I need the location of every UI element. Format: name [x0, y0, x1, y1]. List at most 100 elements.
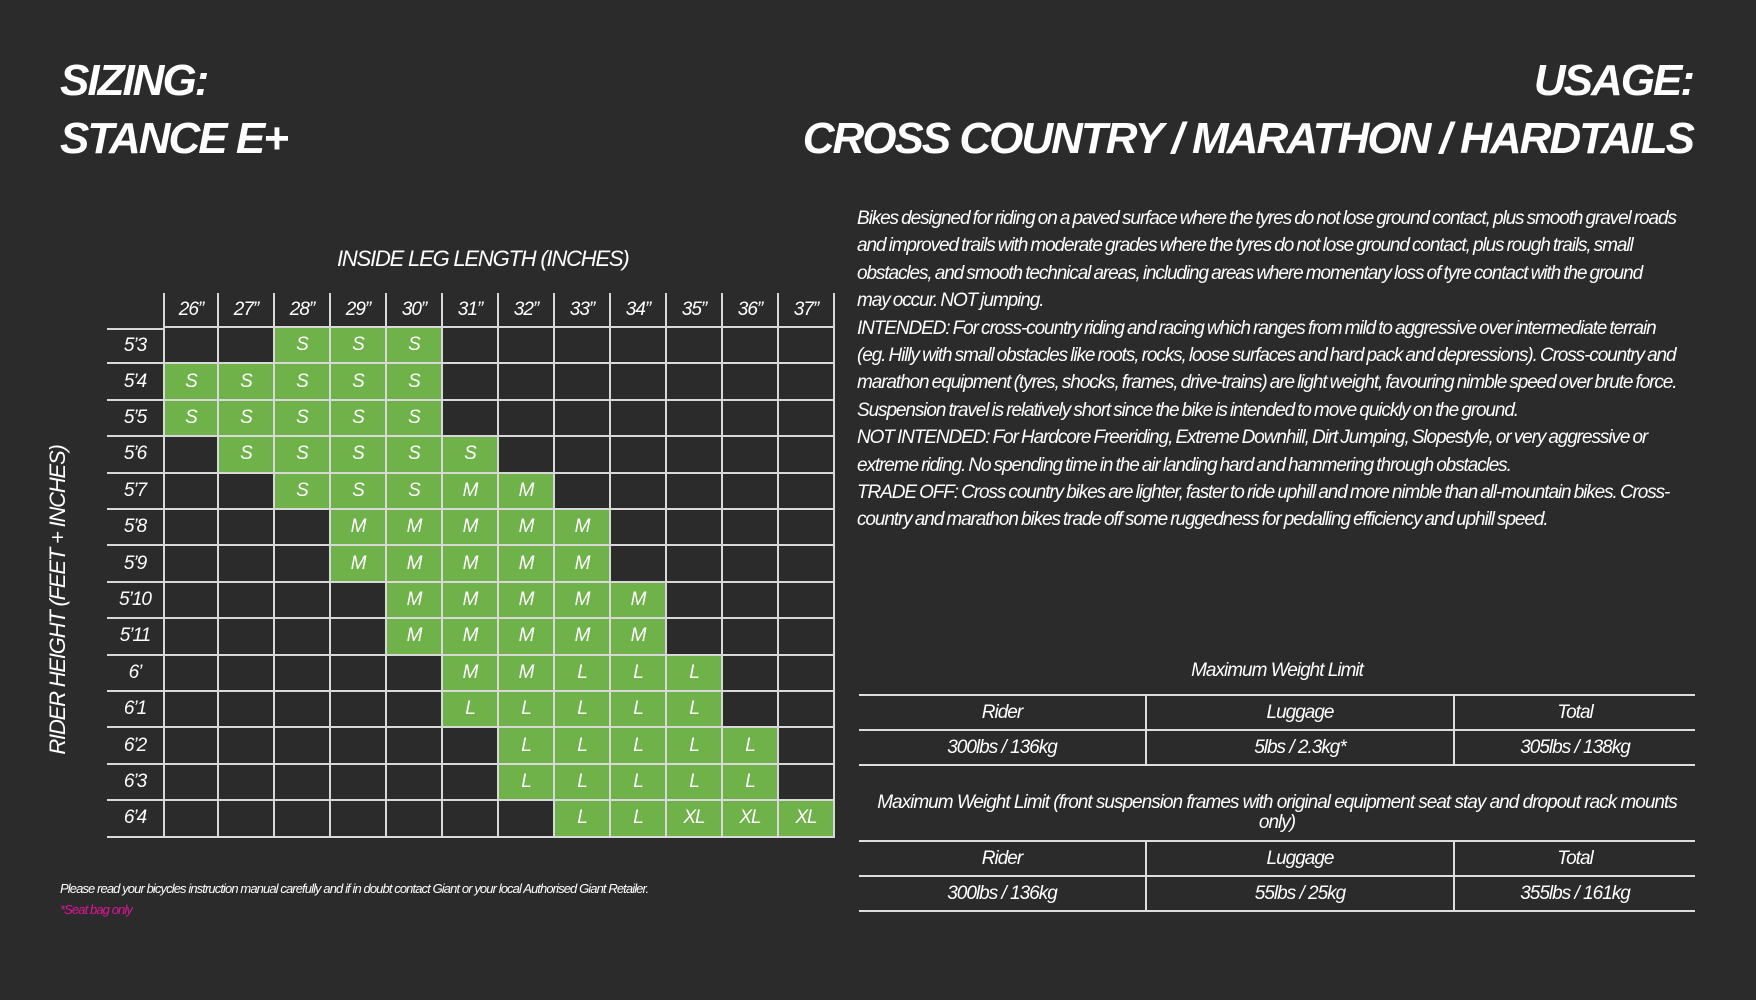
column-header: 27” — [219, 293, 275, 328]
size-cell: L — [667, 655, 723, 692]
empty-cell — [723, 619, 779, 656]
size-cell: S — [219, 400, 275, 438]
size-cell: S — [219, 437, 275, 474]
description: Bikes designed for riding on a paved sur… — [857, 205, 1678, 534]
size-cell: M — [387, 510, 443, 547]
empty-cell — [219, 510, 275, 547]
size-cell: L — [723, 728, 779, 765]
empty-cell — [667, 364, 723, 401]
empty-cell — [611, 473, 667, 510]
size-cell: L — [667, 728, 723, 765]
empty-cell — [331, 764, 387, 802]
header-cell: Rider — [981, 848, 1023, 869]
row-header: 6’1 — [107, 692, 163, 729]
empty-cell — [275, 546, 331, 583]
header-cell: Total — [1453, 696, 1695, 729]
row-header: 5’6 — [107, 437, 163, 474]
size-cell: M — [331, 546, 387, 583]
empty-cell — [667, 328, 723, 365]
weight-table: Maximum Weight Limit (front suspension f… — [859, 793, 1695, 912]
empty-cell — [443, 728, 499, 765]
empty-cell — [331, 619, 387, 656]
empty-cell — [499, 364, 555, 401]
empty-cell — [499, 328, 555, 365]
empty-cell — [275, 801, 331, 838]
row-header: 5’8 — [107, 510, 163, 547]
empty-cell — [499, 400, 555, 438]
header-row: Rider Luggage Total — [859, 840, 1695, 875]
column-header: 28” — [275, 293, 331, 328]
size-cell: M — [443, 510, 499, 547]
empty-cell — [331, 582, 387, 620]
empty-cell — [219, 728, 275, 765]
empty-cell — [499, 801, 555, 838]
size-cell: M — [387, 546, 443, 583]
empty-cell — [387, 764, 443, 802]
empty-cell — [443, 328, 499, 365]
row-header: 5’9 — [107, 546, 163, 583]
x-axis-title: INSIDE LEG LENGTH (INCHES) — [337, 246, 630, 271]
empty-cell — [219, 655, 275, 692]
empty-cell — [723, 655, 779, 692]
size-cell: M — [499, 510, 555, 547]
header-cell: Rider — [981, 702, 1023, 723]
size-cell: M — [331, 510, 387, 547]
size-cell: M — [499, 473, 555, 510]
empty-cell — [779, 400, 835, 438]
size-cell: S — [331, 364, 387, 401]
size-cell: L — [667, 764, 723, 802]
empty-cell — [667, 582, 723, 620]
size-cell: L — [723, 764, 779, 802]
size-cell: XL — [779, 801, 835, 838]
size-cell: M — [555, 619, 611, 656]
empty-cell — [163, 546, 219, 583]
size-cell: S — [163, 364, 219, 401]
value-cell: 300lbs / 136kg — [947, 883, 1058, 904]
empty-cell — [667, 437, 723, 474]
empty-cell — [555, 364, 611, 401]
empty-cell — [555, 328, 611, 365]
empty-cell — [723, 692, 779, 729]
value-row: 300lbs / 136kg 5lbs / 2.3kg* 305lbs / 138k… — [859, 729, 1695, 766]
column-header: 32” — [499, 293, 555, 328]
row-header: 6’ — [107, 656, 163, 692]
empty-cell — [667, 510, 723, 547]
empty-cell — [275, 510, 331, 547]
paragraph: Bikes designed for riding on a paved sur… — [857, 208, 1677, 312]
empty-cell — [163, 619, 219, 656]
empty-cell — [163, 655, 219, 692]
empty-cell — [275, 619, 331, 656]
size-cell: L — [499, 692, 555, 729]
row-header: 5’11 — [107, 619, 163, 656]
empty-cell — [443, 364, 499, 401]
size-cell: L — [555, 728, 611, 765]
size-cell: M — [443, 473, 499, 510]
empty-cell — [779, 364, 835, 401]
value-cell: 300lbs / 136kg — [947, 737, 1058, 758]
size-cell: M — [443, 655, 499, 692]
empty-cell — [219, 764, 275, 802]
size-cell: M — [443, 582, 499, 620]
size-cell: S — [387, 473, 443, 510]
size-cell: M — [555, 546, 611, 583]
usage: CROSS COUNTRY / MARATHON / HARDTAILS — [802, 114, 1695, 163]
row-header: 6’4 — [107, 801, 163, 838]
value-cell: 355lbs / 161kg — [1453, 877, 1695, 910]
empty-cell — [219, 619, 275, 656]
empty-cell — [667, 546, 723, 583]
empty-cell — [219, 692, 275, 729]
empty-cell — [779, 473, 835, 510]
row-header: 5’5 — [107, 401, 163, 438]
column-header: 37” — [779, 293, 835, 328]
empty-cell — [555, 473, 611, 510]
value-row: 300lbs / 136kg 55lbs / 25kg 355lbs / 161kg — [859, 875, 1695, 912]
size-cell: S — [275, 437, 331, 474]
empty-cell — [331, 655, 387, 692]
header-cell: Total — [1453, 842, 1695, 875]
size-cell: S — [163, 400, 219, 438]
paragraph: INTENDED: For cross-country riding and r… — [857, 317, 1678, 421]
size-cell: XL — [667, 801, 723, 838]
empty-cell — [275, 582, 331, 620]
weight-table-title: Maximum Weight Limit — [1191, 660, 1364, 681]
